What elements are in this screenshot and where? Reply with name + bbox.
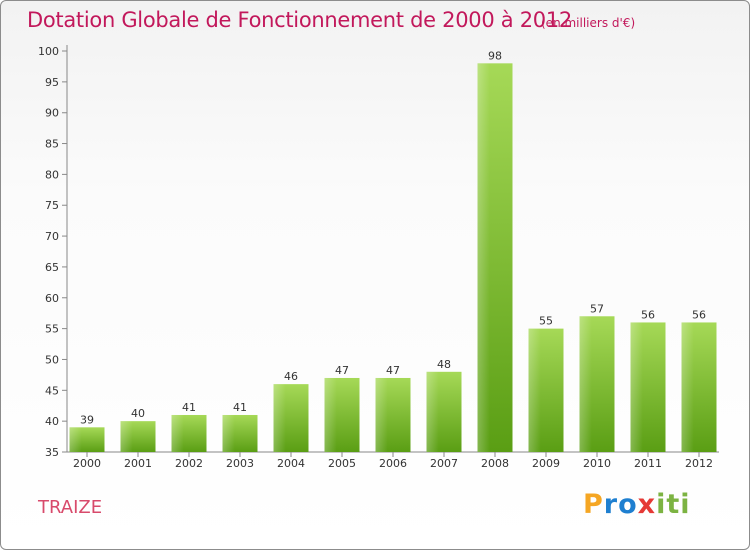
logo-part-ro: ro xyxy=(603,489,638,520)
bar-value-label: 98 xyxy=(488,49,502,62)
chart-title: Dotation Globale de Fonctionnement de 20… xyxy=(27,8,572,32)
bar-value-label: 47 xyxy=(335,364,349,377)
x-tick-label: 2009 xyxy=(532,457,560,470)
x-tick-label: 2010 xyxy=(583,457,611,470)
bar-value-label: 57 xyxy=(590,302,604,315)
x-tick-label: 2006 xyxy=(379,457,407,470)
commune-name: TRAIZE xyxy=(38,497,103,518)
bar-value-label: 55 xyxy=(539,315,553,328)
bar-value-label: 56 xyxy=(692,308,706,321)
y-tick-label: 85 xyxy=(45,138,59,151)
x-tick-label: 2003 xyxy=(226,457,254,470)
x-tick-label: 2000 xyxy=(73,457,101,470)
bar-highlight xyxy=(375,377,388,452)
logo-part-x: x xyxy=(637,489,657,520)
y-tick-label: 65 xyxy=(45,261,59,274)
chart-subtitle: (en milliers d'€) xyxy=(541,16,636,30)
bar-value-label: 41 xyxy=(233,401,247,414)
bar-value-label: 48 xyxy=(437,358,451,371)
bar-value-label: 47 xyxy=(386,364,400,377)
x-tick-label: 2008 xyxy=(481,457,509,470)
bar-highlight xyxy=(579,316,592,452)
x-tick-label: 2004 xyxy=(277,457,305,470)
x-tick-label: 2011 xyxy=(634,457,662,470)
y-tick-label: 75 xyxy=(45,199,59,212)
logo-part-p: P xyxy=(583,489,604,520)
bar-highlight xyxy=(477,63,490,452)
bar-highlight xyxy=(273,384,286,452)
bar-value-label: 46 xyxy=(284,370,298,383)
y-tick-label: 70 xyxy=(45,230,59,243)
y-tick-label: 40 xyxy=(45,415,59,428)
y-tick-label: 55 xyxy=(45,323,59,336)
y-tick-label: 45 xyxy=(45,384,59,397)
bar-highlight xyxy=(528,328,541,452)
y-tick-label: 50 xyxy=(45,353,59,366)
x-tick-label: 2002 xyxy=(175,457,203,470)
bar-value-label: 39 xyxy=(80,413,94,426)
x-tick-label: 2001 xyxy=(124,457,152,470)
x-tick-label: 2007 xyxy=(430,457,458,470)
bar-highlight xyxy=(222,414,235,452)
bar-value-label: 56 xyxy=(641,308,655,321)
proxiti-logo[interactable]: Proxiti xyxy=(583,489,691,520)
bar-value-label: 41 xyxy=(182,401,196,414)
y-tick-label: 80 xyxy=(45,168,59,181)
bar-highlight xyxy=(630,322,643,452)
y-tick-label: 90 xyxy=(45,107,59,120)
bar-highlight xyxy=(120,421,133,452)
y-tick-label: 100 xyxy=(38,45,59,58)
bar-highlight xyxy=(69,427,82,452)
y-tick-label: 95 xyxy=(45,76,59,89)
y-tick-label: 35 xyxy=(45,446,59,459)
bar-value-label: 40 xyxy=(131,407,145,420)
y-tick-label: 60 xyxy=(45,292,59,305)
logo-part-iti: iti xyxy=(656,489,691,520)
bar-highlight xyxy=(171,414,184,452)
bar-highlight xyxy=(324,377,337,452)
x-tick-label: 2012 xyxy=(685,457,713,470)
x-tick-label: 2005 xyxy=(328,457,356,470)
bar-highlight xyxy=(426,371,439,452)
bar-highlight xyxy=(681,322,694,452)
